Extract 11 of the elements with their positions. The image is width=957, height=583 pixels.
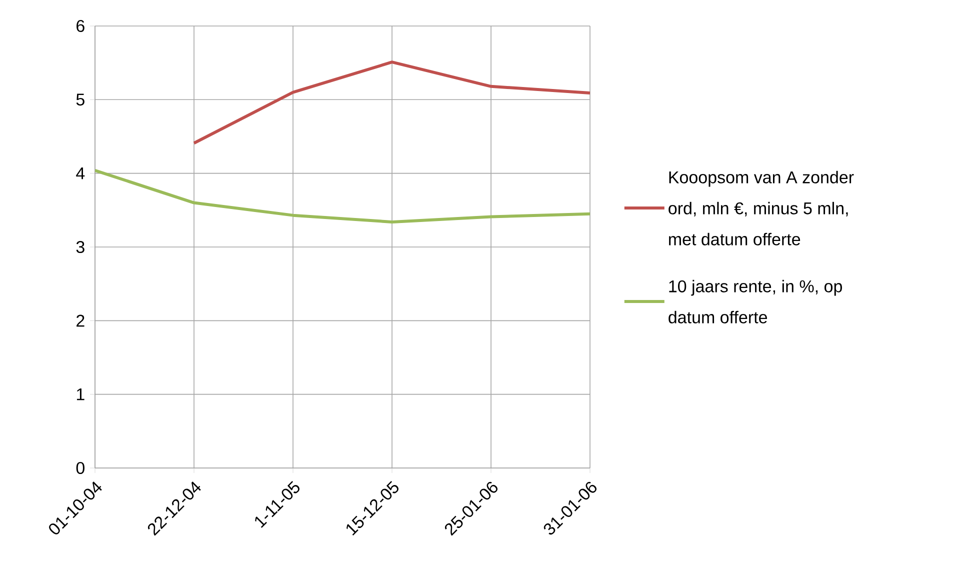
y-tick-label: 2 <box>76 314 84 327</box>
y-tick-label: 0 <box>76 462 84 474</box>
y-tick-label: 3 <box>76 240 84 254</box>
y-tick-label: 1 <box>76 388 84 400</box>
legend-label: Kooopsom van A zonder ord, mln €, minus 5 mln, met datum offerte <box>668 170 854 246</box>
line-series <box>192 60 590 145</box>
line-series <box>95 168 590 224</box>
y-tick-label: 6 <box>76 20 84 32</box>
y-tick-label: 5 <box>76 94 84 106</box>
legend-label: 10 jaars rente, in %, op datum offerte <box>668 280 842 324</box>
y-tick-label: 4 <box>76 167 85 180</box>
